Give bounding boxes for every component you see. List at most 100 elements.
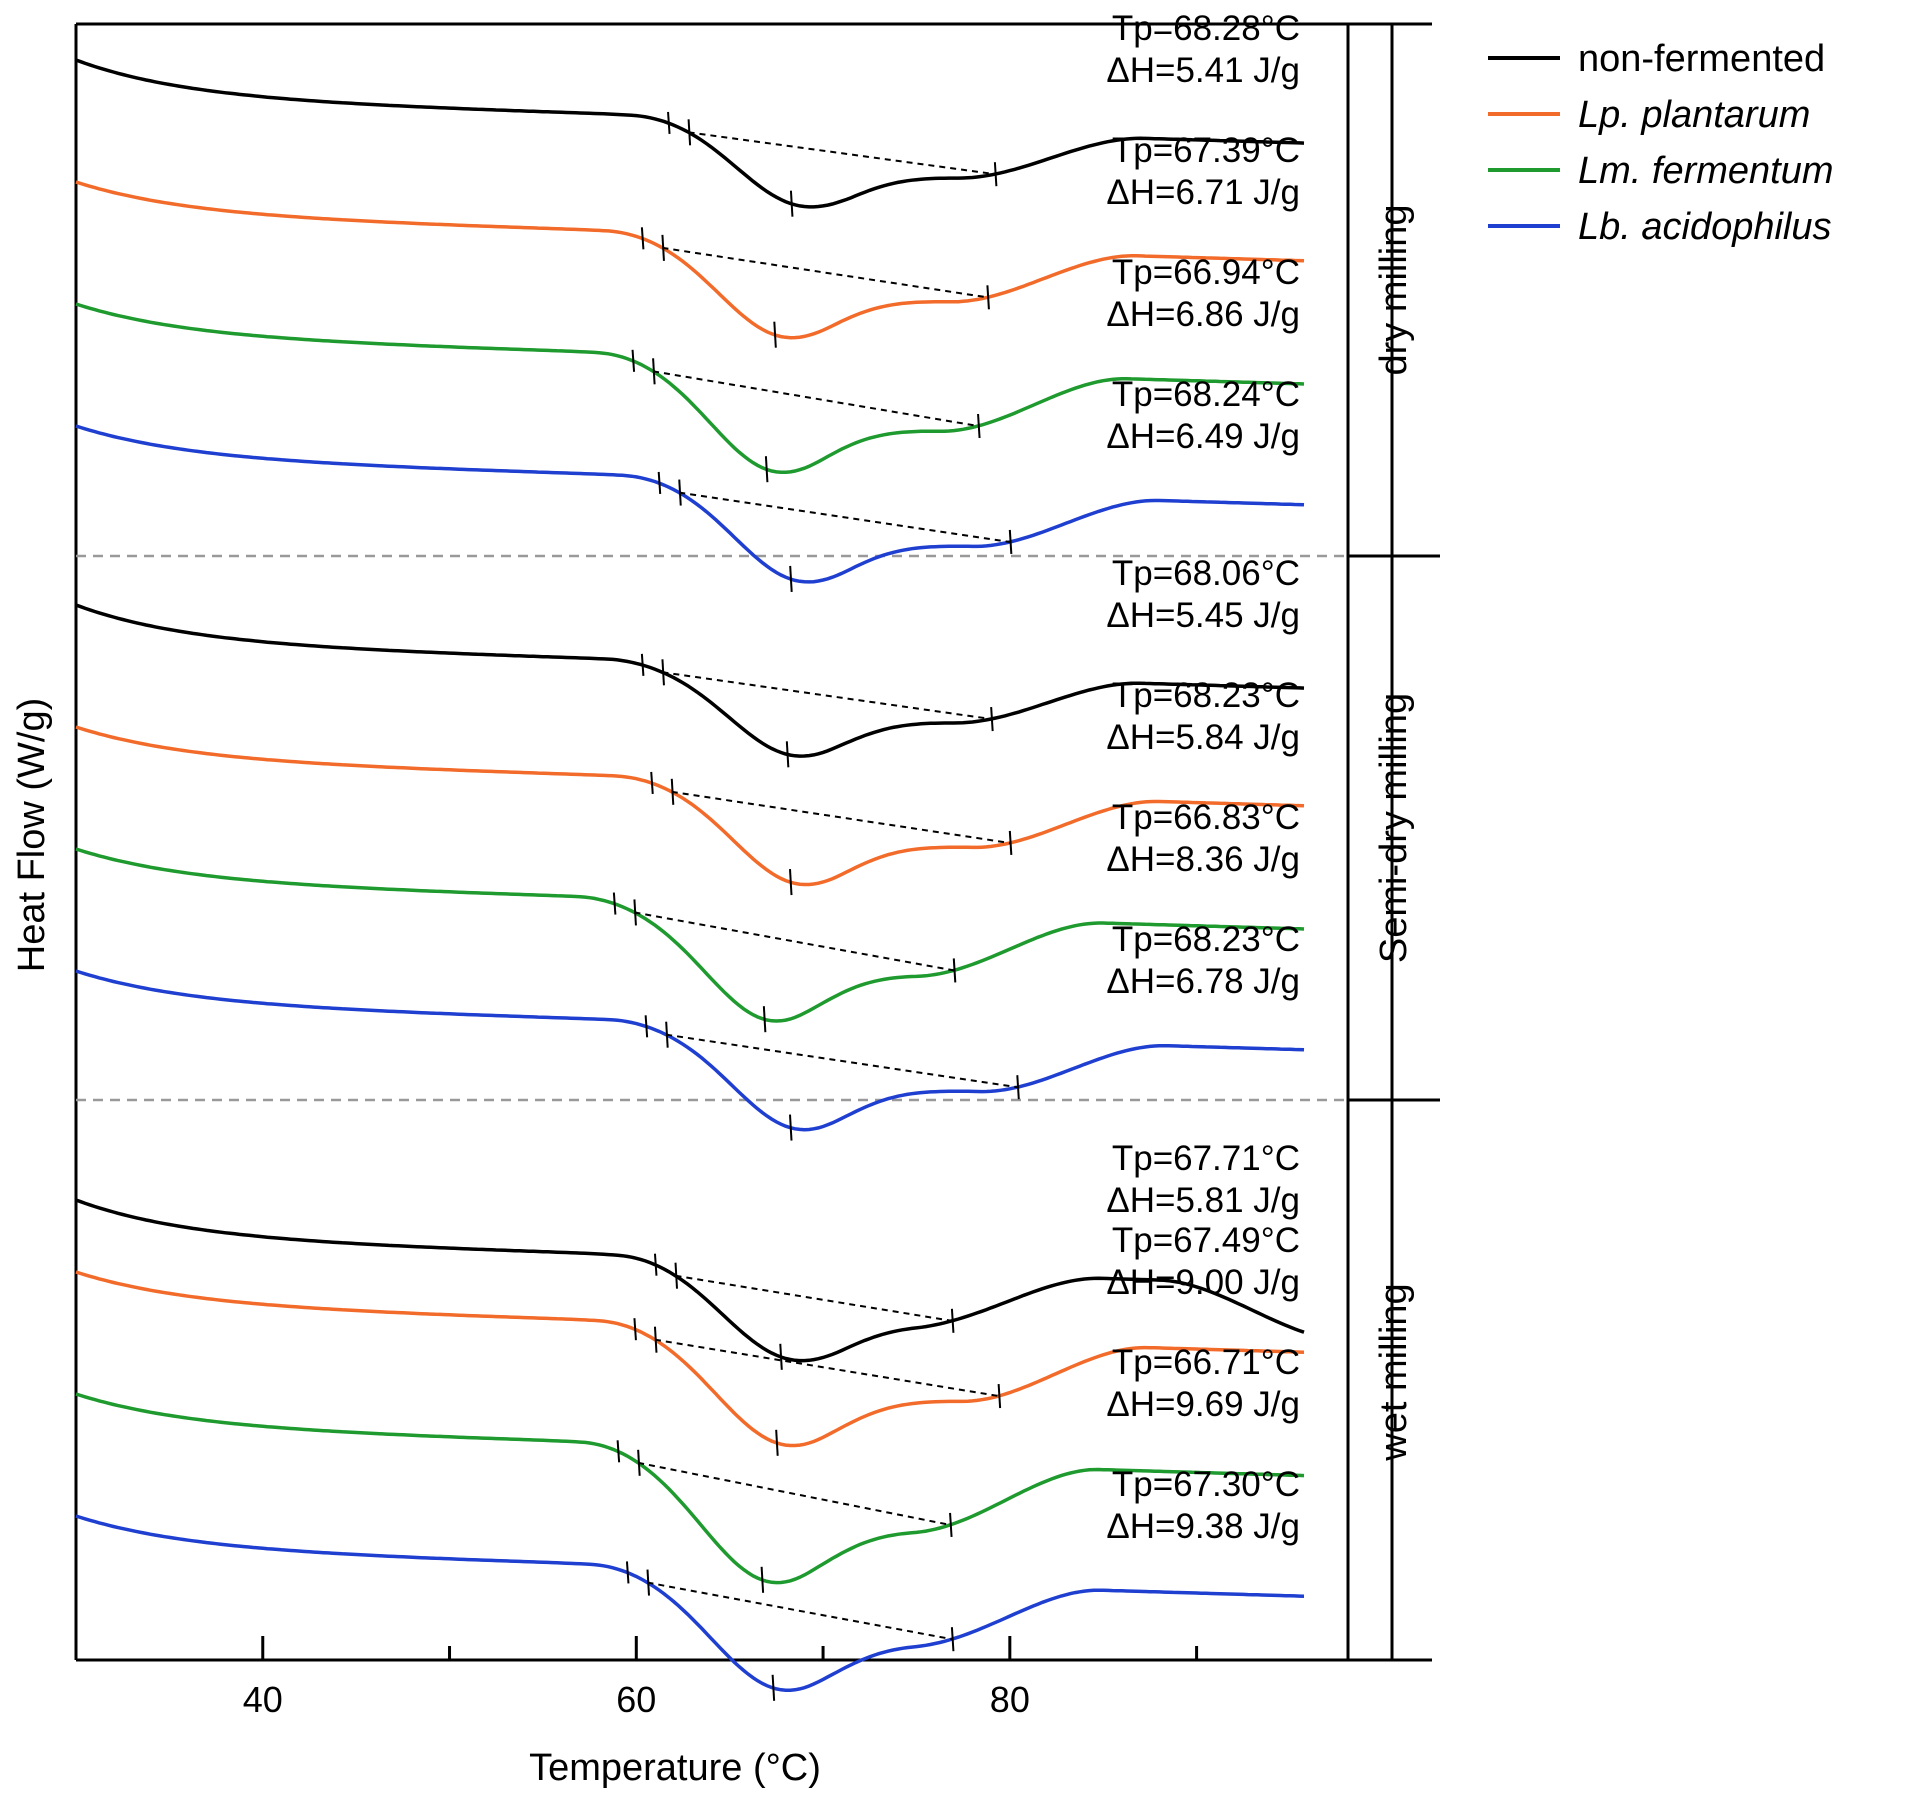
curve-lm-fermentum-0	[75, 302, 1305, 475]
onset-end-marker	[657, 471, 662, 495]
curve-lp-plantarum-1	[75, 725, 1305, 887]
annotations-layer: Tp=68.28°CΔH=5.41 J/g Tp=67.39°CΔH=6.71 J…	[612, 9, 1300, 1701]
peak-marker	[773, 321, 777, 348]
curve-lb-acidophilus-1	[75, 969, 1305, 1132]
onset-end-marker	[612, 892, 617, 915]
onset-end-marker	[640, 653, 645, 676]
onset-end-marker	[1016, 1075, 1020, 1100]
enthalpy-label: ΔH=9.00 J/g	[1106, 1263, 1300, 1302]
onset-end-marker	[674, 1262, 679, 1289]
curve-lm-fermentum-2	[75, 1392, 1305, 1585]
peak-marker	[789, 190, 794, 217]
curve-non-fermented-1	[75, 603, 1305, 758]
peak-marker	[785, 741, 790, 768]
peak-marker	[762, 1006, 767, 1033]
enthalpy-label: ΔH=9.38 J/g	[1106, 1507, 1300, 1546]
integration-baseline	[666, 1033, 1018, 1089]
enthalpy-label: ΔH=6.71 J/g	[1106, 173, 1300, 212]
y-axis-title: Heat Flow (W/g)	[11, 698, 53, 972]
peak-temperature-label: Tp=66.71°C	[1112, 1343, 1300, 1382]
onset-end-marker	[637, 1449, 641, 1476]
onset-end-marker	[625, 1561, 630, 1584]
peak-marker	[789, 565, 793, 592]
onset-end-marker	[631, 349, 636, 372]
enthalpy-label: ΔH=5.81 J/g	[1106, 1181, 1300, 1220]
curve-lb-acidophilus-0	[75, 424, 1305, 584]
onset-end-marker	[997, 1383, 1002, 1409]
onset-end-marker	[687, 119, 692, 146]
integration-baseline	[634, 911, 954, 972]
group-label: Semi-dry milling	[1373, 693, 1415, 963]
integration-baseline	[662, 246, 988, 299]
enthalpy-label: ΔH=5.45 J/g	[1106, 596, 1300, 635]
x-tick-label: 80	[990, 1679, 1030, 1720]
peak-marker	[779, 1343, 783, 1370]
peak-temperature-label: Tp=68.23°C	[1112, 676, 1300, 715]
integration-baseline	[662, 671, 992, 721]
onset-end-marker	[644, 1015, 649, 1038]
legend-entry: Lb. acidophilus	[1578, 206, 1832, 248]
curve-lb-acidophilus-2	[75, 1514, 1305, 1692]
integration-baseline	[679, 491, 1010, 543]
peak-temperature-label: Tp=67.30°C	[1112, 1465, 1300, 1504]
x-tick-label: 60	[616, 1679, 656, 1720]
legend-entry: non-fermented	[1578, 38, 1825, 80]
integration-baseline	[688, 131, 996, 176]
onset-end-marker	[653, 1326, 658, 1353]
onset-end-marker	[986, 285, 990, 310]
onset-end-marker	[652, 358, 656, 385]
enthalpy-label: ΔH=5.84 J/g	[1106, 718, 1300, 757]
curve-lp-plantarum-0	[75, 180, 1305, 340]
curve-non-fermented-2	[75, 1198, 1305, 1363]
peak-marker	[775, 1429, 779, 1456]
onset-end-marker	[990, 706, 994, 732]
onset-end-marker	[950, 1308, 955, 1333]
enthalpy-label: ΔH=6.78 J/g	[1106, 962, 1300, 1001]
curves-layer	[75, 58, 1305, 1692]
integration-baseline	[675, 1274, 953, 1322]
peak-temperature-label: Tp=67.71°C	[1112, 1139, 1300, 1178]
integration-baseline	[654, 1338, 999, 1397]
legend-entry: Lp. plantarum	[1578, 94, 1810, 136]
group-label: wet milling	[1373, 1283, 1415, 1461]
onset-end-marker	[661, 659, 665, 686]
onset-end-marker	[1008, 529, 1013, 555]
onset-end-marker	[616, 1440, 621, 1463]
onset-end-marker	[667, 111, 671, 134]
integration-baseline	[652, 370, 979, 427]
onset-end-marker	[665, 1021, 669, 1048]
enthalpy-label: ΔH=9.69 J/g	[1106, 1385, 1300, 1424]
group-separators	[76, 554, 1440, 1102]
peak-marker	[760, 1566, 765, 1593]
peak-temperature-label: Tp=68.28°C	[1112, 9, 1300, 48]
group-label: dry milling	[1373, 204, 1415, 375]
peak-marker	[764, 456, 769, 483]
peak-temperature-label: Tp=68.23°C	[1112, 920, 1300, 959]
onset-end-marker	[646, 1569, 650, 1596]
curve-lm-fermentum-1	[75, 847, 1305, 1023]
onset-end-marker	[1008, 830, 1013, 856]
group-labels: dry milling Semi-dry milling wet milling	[1373, 204, 1415, 1461]
peak-marker	[789, 869, 793, 896]
onset-end-marker	[650, 771, 654, 795]
onset-end-marker	[678, 479, 682, 506]
peak-temperature-label: Tp=67.49°C	[1112, 1221, 1300, 1260]
enthalpy-label: ΔH=5.41 J/g	[1106, 51, 1300, 90]
peak-temperature-label: Tp=67.39°C	[1112, 131, 1300, 170]
peak-temperature-label: Tp=66.83°C	[1112, 798, 1300, 837]
legend: non-fermented Lp. plantarum Lm. fermentum L…	[1488, 38, 1834, 248]
onset-end-marker	[949, 1512, 953, 1537]
legend-entry: Lm. fermentum	[1578, 150, 1834, 192]
integration-baseline	[671, 790, 1010, 844]
enthalpy-label: ΔH=6.49 J/g	[1106, 417, 1300, 456]
enthalpy-label: ΔH=8.36 J/g	[1106, 840, 1300, 879]
onset-end-marker	[653, 1253, 658, 1276]
onset-end-marker	[952, 958, 957, 983]
onset-end-marker	[993, 162, 998, 187]
x-tick-label: 40	[243, 1679, 283, 1720]
peak-temperature-label: Tp=66.94°C	[1112, 253, 1300, 292]
peak-marker	[789, 1114, 793, 1141]
onset-end-marker	[977, 413, 981, 439]
x-axis-title: Temperature (°C)	[529, 1747, 821, 1789]
